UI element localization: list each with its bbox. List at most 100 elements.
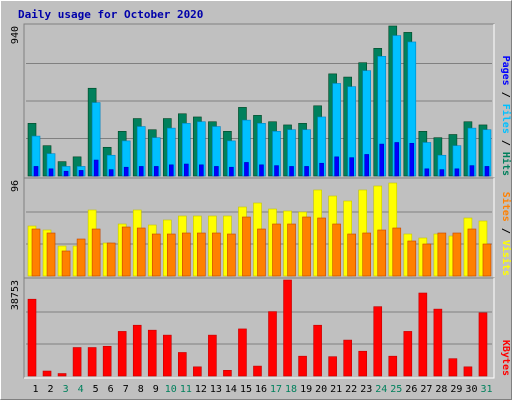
bar-sites-9: [151, 233, 161, 277]
bar-pages-26: [409, 142, 415, 177]
bar-sites-17: [272, 223, 281, 277]
x-tick-label: 22: [345, 384, 357, 395]
bar-kbytes-4: [72, 347, 82, 377]
bar-pages-4: [78, 170, 84, 177]
bar-sites-11: [182, 232, 191, 277]
bar-kbytes-12: [193, 366, 202, 377]
bar-kbytes-9: [147, 329, 157, 377]
x-tick-label: 28: [435, 384, 447, 395]
x-tick-label: 12: [195, 384, 207, 395]
x-tick-label: 17: [270, 384, 282, 395]
bar-pages-18: [289, 166, 294, 177]
bar-kbytes-31: [478, 312, 488, 377]
bar-kbytes-13: [208, 334, 217, 377]
y-max-label: 38753: [10, 280, 21, 310]
bar-kbytes-20: [313, 324, 322, 377]
series-label-kbytes: KBytes: [500, 340, 511, 376]
bar-sites-23: [362, 232, 372, 277]
bar-sites-1: [31, 228, 41, 277]
bar-kbytes-27: [418, 292, 428, 377]
bar-pages-25: [394, 142, 400, 177]
bar-pages-13: [214, 166, 219, 177]
y-max-label: 940: [10, 26, 21, 44]
bar-kbytes-6: [102, 345, 112, 377]
bar-sites-14: [227, 233, 236, 277]
x-tick-label: 1: [33, 384, 39, 395]
bar-pages-8: [138, 166, 144, 177]
bar-sites-21: [332, 223, 341, 277]
bar-pages-22: [349, 157, 354, 177]
bar-pages-5: [93, 159, 99, 177]
bar-kbytes-1: [27, 298, 37, 377]
bar-pages-10: [168, 164, 174, 177]
label-separator: /: [500, 222, 511, 240]
label-separator: /: [500, 134, 511, 152]
x-tick-label: 8: [138, 384, 144, 395]
x-tick-label: 21: [330, 384, 342, 395]
bar-sites-7: [121, 226, 131, 277]
x-tick-label: 5: [93, 384, 99, 395]
bar-sites-12: [197, 232, 206, 277]
bar-kbytes-18: [283, 279, 292, 377]
y-max-label: 96: [10, 180, 21, 192]
bar-kbytes-11: [178, 352, 187, 377]
bar-pages-31: [484, 166, 490, 177]
x-tick-label: 9: [153, 384, 159, 395]
bar-sites-18: [287, 223, 296, 277]
x-tick-label: 27: [420, 384, 432, 395]
bar-kbytes-17: [268, 311, 277, 377]
series-label-files: Files: [500, 104, 512, 134]
chart-title: Daily usage for October 2020: [18, 8, 203, 21]
bar-kbytes-29: [448, 358, 458, 377]
bar-kbytes-16: [253, 365, 262, 377]
bar-kbytes-28: [433, 308, 443, 377]
bar-sites-24: [377, 229, 387, 277]
bar-pages-21: [334, 156, 339, 177]
bar-sites-15: [242, 216, 251, 277]
bar-sites-22: [347, 233, 356, 277]
x-tick-label: 19: [300, 384, 312, 395]
bar-pages-20: [319, 162, 324, 177]
bar-sites-8: [136, 227, 146, 277]
bar-sites-30: [467, 228, 477, 277]
x-tick-label: 7: [123, 384, 129, 395]
x-tick-label: 14: [225, 384, 237, 395]
bar-pages-27: [424, 168, 430, 177]
bar-kbytes-14: [223, 370, 232, 377]
bar-pages-28: [439, 169, 445, 177]
bar-sites-16: [257, 228, 266, 277]
x-tick-label: 23: [360, 384, 372, 395]
bar-sites-3: [61, 250, 71, 277]
bar-pages-2: [48, 168, 54, 177]
bar-kbytes-8: [132, 324, 142, 377]
bar-pages-3: [63, 170, 69, 177]
bar-sites-6: [106, 242, 116, 277]
x-tick-label: 24: [375, 384, 387, 395]
bar-pages-15: [244, 162, 249, 177]
x-tick-label: 18: [285, 384, 297, 395]
panel-hits-files-pages: 940 Pages / Files / Hits: [10, 23, 512, 179]
bar-sites-25: [392, 227, 402, 277]
bar-pages-29: [454, 168, 460, 177]
x-tick-label: 2: [48, 384, 54, 395]
bar-pages-30: [469, 165, 475, 177]
bar-pages-11: [184, 163, 189, 177]
series-label-visits: Visits: [500, 240, 512, 276]
bar-pages-12: [199, 164, 204, 177]
x-tick-label: 20: [315, 384, 327, 395]
bar-pages-19: [304, 166, 309, 177]
panel-kbytes: 38753 KBytes: [10, 277, 511, 379]
series-label-sites: Sites: [500, 192, 512, 222]
x-tick-label: 16: [255, 384, 267, 395]
bar-pages-1: [33, 166, 39, 177]
bar-sites-4: [76, 238, 86, 277]
bar-kbytes-5: [87, 347, 97, 377]
x-tick-label: 13: [210, 384, 222, 395]
x-tick-label: 30: [465, 384, 477, 395]
bar-sites-27: [422, 243, 432, 277]
series-label-hits: Hits: [500, 152, 512, 176]
bar-sites-26: [407, 240, 417, 277]
bar-pages-24: [379, 143, 385, 177]
bar-kbytes-19: [298, 355, 307, 377]
